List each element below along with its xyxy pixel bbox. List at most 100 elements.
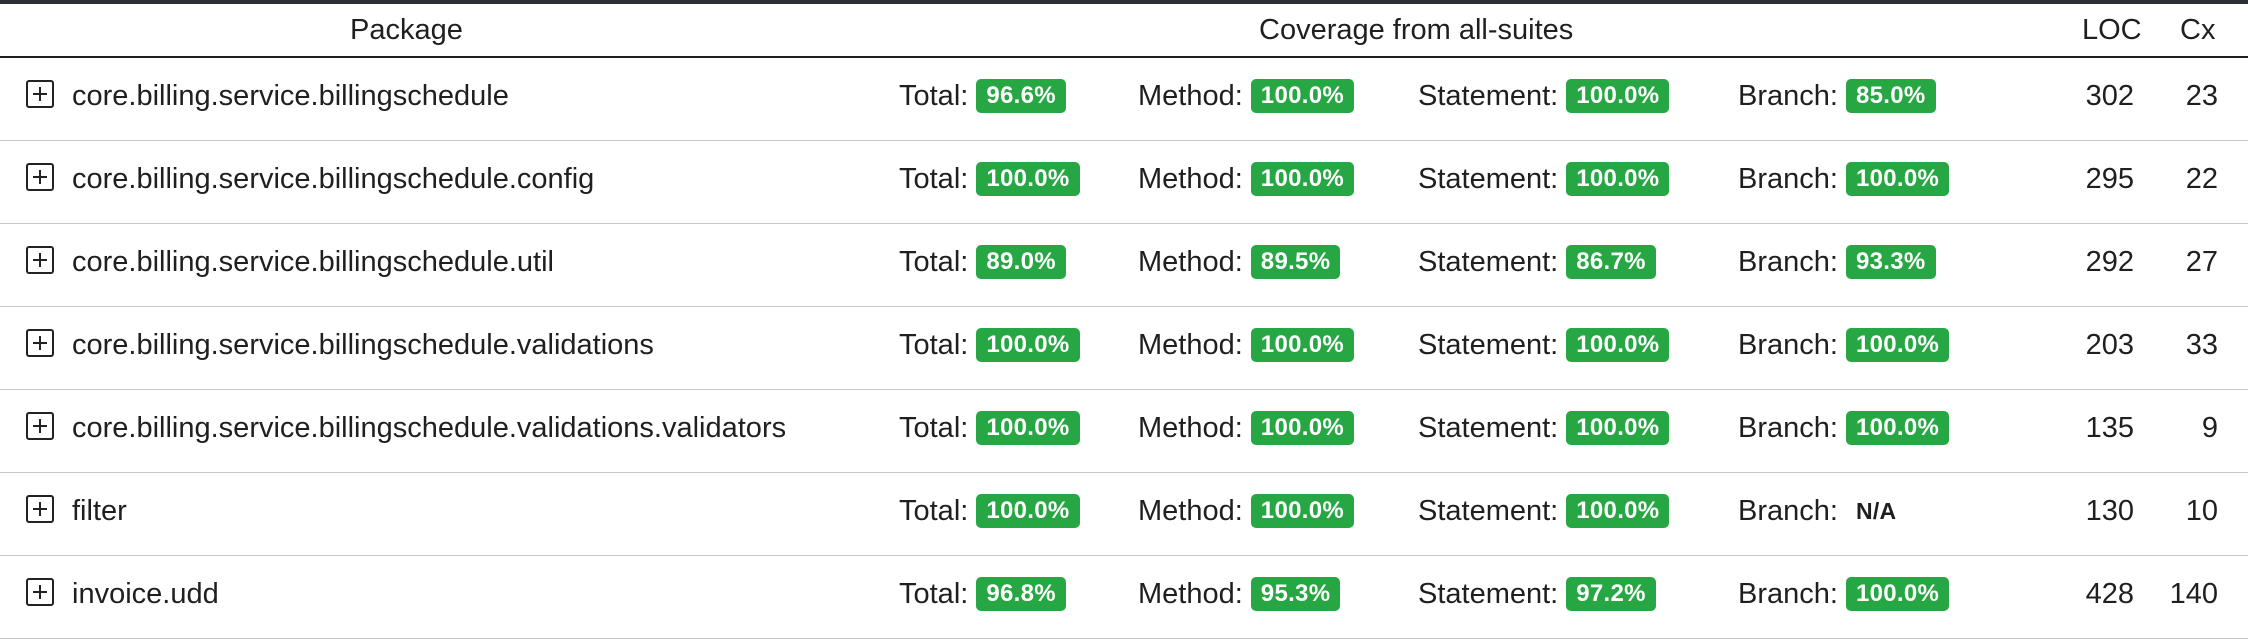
header-package[interactable]: Package bbox=[350, 14, 463, 46]
method-label: Method: bbox=[1138, 412, 1243, 444]
total-metric: Total: 96.8% bbox=[899, 576, 1066, 612]
branch-metric: Branch: 93.3% bbox=[1738, 244, 1936, 280]
method-badge: 100.0% bbox=[1250, 411, 1354, 445]
method-label: Method: bbox=[1138, 163, 1243, 195]
statement-label: Statement: bbox=[1418, 412, 1559, 444]
loc-value: 135 bbox=[2085, 412, 2134, 444]
branch-label: Branch: bbox=[1738, 80, 1838, 112]
table-row: invoice.udd Total: 96.8% Method: 95.3% Sta… bbox=[0, 556, 2248, 639]
branch-badge: 100.0% bbox=[1845, 162, 1950, 196]
expand-plus-icon[interactable] bbox=[26, 578, 54, 606]
expand-plus-icon[interactable] bbox=[26, 412, 54, 440]
cx-value: 10 bbox=[2185, 495, 2218, 527]
expand-plus-icon[interactable] bbox=[26, 495, 54, 523]
total-label: Total: bbox=[899, 412, 969, 444]
branch-label: Branch: bbox=[1738, 495, 1838, 527]
statement-label: Statement: bbox=[1418, 495, 1559, 527]
method-label: Method: bbox=[1138, 495, 1243, 527]
statement-label: Statement: bbox=[1418, 80, 1559, 112]
table-row: core.billing.service.billingschedule.val… bbox=[0, 390, 2248, 473]
statement-badge: 100.0% bbox=[1566, 79, 1670, 113]
cx-value: 9 bbox=[2201, 412, 2218, 444]
method-metric: Method: 100.0% bbox=[1138, 327, 1354, 363]
method-metric: Method: 95.3% bbox=[1138, 576, 1341, 612]
total-badge: 100.0% bbox=[976, 494, 1080, 528]
branch-badge: 85.0% bbox=[1845, 79, 1936, 113]
package-name[interactable]: core.billing.service.billingschedule.uti… bbox=[72, 246, 554, 278]
total-metric: Total: 100.0% bbox=[899, 327, 1080, 363]
statement-badge: 100.0% bbox=[1566, 411, 1670, 445]
branch-badge: 100.0% bbox=[1845, 577, 1950, 611]
package-name[interactable]: core.billing.service.billingschedule.val… bbox=[72, 412, 787, 444]
header-loc[interactable]: LOC bbox=[2082, 14, 2142, 46]
total-badge: 100.0% bbox=[976, 328, 1080, 362]
statement-badge: 97.2% bbox=[1566, 577, 1656, 611]
total-label: Total: bbox=[899, 578, 969, 610]
top-rule bbox=[0, 0, 2248, 4]
method-metric: Method: 100.0% bbox=[1138, 410, 1354, 446]
statement-label: Statement: bbox=[1418, 163, 1559, 195]
expand-plus-icon[interactable] bbox=[26, 329, 54, 357]
package-table: core.billing.service.billingschedule Tot… bbox=[0, 58, 2248, 639]
header-coverage[interactable]: Coverage from all-suites bbox=[1259, 14, 1574, 46]
package-name[interactable]: core.billing.service.billingschedule.con… bbox=[72, 163, 595, 195]
statement-badge: 100.0% bbox=[1566, 494, 1670, 528]
statement-badge: 100.0% bbox=[1566, 162, 1670, 196]
total-label: Total: bbox=[899, 329, 969, 361]
statement-metric: Statement: 100.0% bbox=[1418, 161, 1670, 197]
branch-label: Branch: bbox=[1738, 578, 1838, 610]
statement-metric: Statement: 100.0% bbox=[1418, 410, 1670, 446]
cx-value: 33 bbox=[2185, 329, 2218, 361]
branch-badge: 100.0% bbox=[1845, 328, 1950, 362]
total-badge: 96.6% bbox=[976, 79, 1066, 113]
branch-metric: Branch: 100.0% bbox=[1738, 410, 1950, 446]
statement-metric: Statement: 100.0% bbox=[1418, 327, 1670, 363]
package-name[interactable]: core.billing.service.billingschedule bbox=[72, 80, 509, 112]
cx-value: 140 bbox=[2169, 578, 2218, 610]
table-header: Package Coverage from all-suites LOC Cx bbox=[0, 4, 2248, 58]
method-label: Method: bbox=[1138, 80, 1243, 112]
package-name[interactable]: core.billing.service.billingschedule.val… bbox=[72, 329, 654, 361]
method-badge: 100.0% bbox=[1250, 328, 1354, 362]
method-label: Method: bbox=[1138, 578, 1243, 610]
statement-label: Statement: bbox=[1418, 578, 1559, 610]
total-metric: Total: 100.0% bbox=[899, 410, 1080, 446]
expand-plus-icon[interactable] bbox=[26, 163, 54, 191]
statement-badge: 86.7% bbox=[1566, 245, 1656, 279]
expand-plus-icon[interactable] bbox=[26, 246, 54, 274]
total-metric: Total: 96.6% bbox=[899, 78, 1066, 114]
table-row: core.billing.service.billingschedule Tot… bbox=[0, 58, 2248, 141]
total-badge: 100.0% bbox=[976, 162, 1080, 196]
total-badge: 96.8% bbox=[976, 577, 1066, 611]
total-badge: 89.0% bbox=[976, 245, 1066, 279]
method-metric: Method: 100.0% bbox=[1138, 161, 1354, 197]
branch-badge: 93.3% bbox=[1845, 245, 1936, 279]
cx-value: 23 bbox=[2185, 80, 2218, 112]
method-badge: 100.0% bbox=[1250, 494, 1354, 528]
expand-plus-icon[interactable] bbox=[26, 80, 54, 108]
package-name[interactable]: filter bbox=[72, 495, 127, 527]
method-metric: Method: 100.0% bbox=[1138, 493, 1354, 529]
total-label: Total: bbox=[899, 163, 969, 195]
branch-label: Branch: bbox=[1738, 412, 1838, 444]
statement-metric: Statement: 100.0% bbox=[1418, 493, 1670, 529]
branch-metric: Branch: 100.0% bbox=[1738, 161, 1950, 197]
method-metric: Method: 89.5% bbox=[1138, 244, 1341, 280]
total-metric: Total: 100.0% bbox=[899, 493, 1080, 529]
statement-metric: Statement: 97.2% bbox=[1418, 576, 1656, 612]
cx-value: 22 bbox=[2185, 163, 2218, 195]
total-label: Total: bbox=[899, 246, 969, 278]
branch-label: Branch: bbox=[1738, 163, 1838, 195]
branch-metric: Branch: 100.0% bbox=[1738, 576, 1950, 612]
total-label: Total: bbox=[899, 80, 969, 112]
table-row: core.billing.service.billingschedule.uti… bbox=[0, 224, 2248, 307]
branch-badge: N/A bbox=[1855, 498, 1897, 524]
branch-label: Branch: bbox=[1738, 246, 1838, 278]
table-row: core.billing.service.billingschedule.con… bbox=[0, 141, 2248, 224]
statement-badge: 100.0% bbox=[1566, 328, 1670, 362]
method-badge: 100.0% bbox=[1250, 79, 1354, 113]
method-badge: 95.3% bbox=[1250, 577, 1341, 611]
loc-value: 428 bbox=[2085, 578, 2134, 610]
header-cx[interactable]: Cx bbox=[2180, 14, 2216, 46]
package-name[interactable]: invoice.udd bbox=[72, 578, 219, 610]
